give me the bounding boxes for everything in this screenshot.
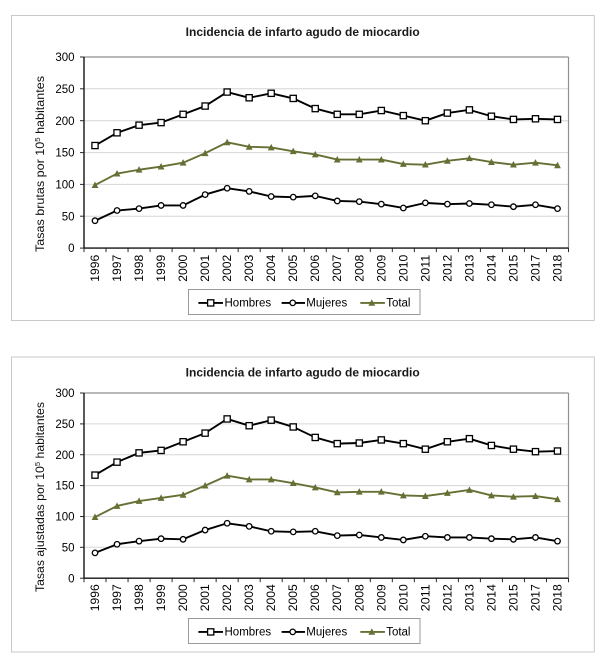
svg-text:2001: 2001 (200, 584, 212, 611)
svg-text:2018: 2018 (552, 255, 564, 282)
svg-text:1997: 1997 (112, 255, 124, 282)
svg-text:2008: 2008 (354, 584, 366, 611)
svg-text:2014: 2014 (486, 584, 498, 612)
svg-text:2004: 2004 (266, 254, 278, 282)
svg-text:2011: 2011 (420, 255, 432, 282)
svg-text:Tasas brutas por 105 habitante: Tasas brutas por 105 habitantes (33, 76, 48, 252)
svg-text:2007: 2007 (332, 255, 344, 282)
svg-text:2012: 2012 (442, 584, 454, 611)
svg-text:250: 250 (55, 419, 74, 431)
svg-text:2002: 2002 (222, 255, 234, 282)
svg-text:150: 150 (55, 148, 74, 160)
svg-text:300: 300 (55, 52, 74, 64)
svg-text:2018: 2018 (552, 584, 564, 611)
svg-text:2017: 2017 (530, 584, 542, 611)
svg-text:Incidencia de infarto agudo de: Incidencia de infarto agudo de miocardio (186, 25, 420, 39)
svg-text:2012: 2012 (442, 255, 454, 282)
svg-text:2015: 2015 (508, 584, 520, 611)
svg-text:2001: 2001 (200, 255, 212, 282)
svg-text:2009: 2009 (376, 255, 388, 282)
svg-text:300: 300 (55, 388, 74, 400)
svg-text:Hombres: Hombres (225, 297, 272, 309)
svg-text:Mujeres: Mujeres (306, 297, 347, 309)
svg-text:Total: Total (386, 627, 410, 639)
svg-text:2004: 2004 (266, 584, 278, 612)
svg-text:1998: 1998 (134, 255, 146, 282)
svg-text:1997: 1997 (112, 584, 124, 611)
svg-text:2008: 2008 (354, 255, 366, 282)
svg-text:2002: 2002 (222, 584, 234, 611)
svg-text:Incidencia de infarto agudo de: Incidencia de infarto agudo de miocardio (186, 365, 420, 379)
svg-text:Hombres: Hombres (225, 627, 272, 639)
svg-text:2013: 2013 (464, 255, 476, 282)
svg-text:150: 150 (55, 481, 74, 493)
svg-text:2007: 2007 (332, 584, 344, 611)
svg-text:0: 0 (68, 573, 74, 585)
svg-text:1998: 1998 (134, 584, 146, 611)
svg-text:2000: 2000 (178, 255, 190, 282)
svg-text:250: 250 (55, 84, 74, 96)
svg-text:2003: 2003 (244, 584, 256, 611)
svg-text:2000: 2000 (178, 584, 190, 611)
svg-text:Total: Total (386, 297, 410, 309)
svg-text:2003: 2003 (244, 255, 256, 282)
svg-text:2017: 2017 (530, 255, 542, 282)
svg-text:200: 200 (55, 116, 74, 128)
svg-text:0: 0 (68, 243, 74, 255)
svg-text:100: 100 (55, 180, 74, 192)
svg-text:2005: 2005 (288, 584, 300, 611)
svg-text:2006: 2006 (310, 584, 322, 611)
svg-text:50: 50 (62, 542, 75, 554)
svg-text:2010: 2010 (398, 584, 410, 611)
svg-text:2005: 2005 (288, 255, 300, 282)
svg-text:2011: 2011 (420, 584, 432, 611)
svg-text:1996: 1996 (90, 255, 102, 282)
svg-text:Mujeres: Mujeres (306, 627, 347, 639)
svg-text:1999: 1999 (156, 584, 168, 611)
svg-text:2009: 2009 (376, 584, 388, 611)
svg-text:2013: 2013 (464, 584, 476, 611)
svg-text:2010: 2010 (398, 255, 410, 282)
svg-text:200: 200 (55, 450, 74, 462)
svg-text:Tasas ajustadas por 105 habita: Tasas ajustadas por 105 habitantes (33, 402, 48, 592)
svg-text:2014: 2014 (486, 254, 498, 282)
svg-text:2006: 2006 (310, 255, 322, 282)
svg-text:2015: 2015 (508, 255, 520, 282)
svg-text:50: 50 (62, 211, 75, 223)
svg-text:1999: 1999 (156, 255, 168, 282)
svg-text:100: 100 (55, 512, 74, 524)
svg-text:1996: 1996 (90, 584, 102, 611)
